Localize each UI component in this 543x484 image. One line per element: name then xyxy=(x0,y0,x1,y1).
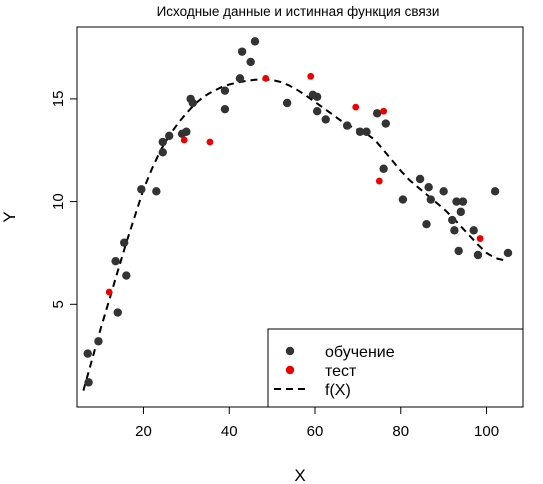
train-point xyxy=(246,57,255,67)
train-point xyxy=(152,187,161,196)
train-point xyxy=(398,195,408,204)
train-point xyxy=(158,148,167,157)
x-tick-label: 20 xyxy=(135,423,152,440)
train-point xyxy=(84,378,93,387)
y-axis-label: Y xyxy=(0,211,19,222)
train-point xyxy=(448,215,457,225)
legend-label-fx: f(X) xyxy=(325,382,351,399)
train-point xyxy=(122,271,131,280)
train-point xyxy=(158,137,167,147)
y-tick-label: 15 xyxy=(50,91,67,108)
legend-marker-test xyxy=(285,365,295,375)
train-point xyxy=(372,109,382,118)
train-point xyxy=(312,107,322,116)
x-tick-label: 80 xyxy=(392,423,409,440)
train-point xyxy=(355,127,365,136)
x-axis: 20 40 60 80 100 xyxy=(135,406,499,440)
train-point xyxy=(426,195,435,204)
train-point xyxy=(454,246,463,256)
train-point xyxy=(94,337,103,346)
train-point xyxy=(424,183,433,192)
train-point xyxy=(220,86,230,95)
train-point xyxy=(342,121,352,130)
train-point xyxy=(379,164,388,173)
data-points-layer xyxy=(83,37,513,387)
train-point xyxy=(220,104,230,114)
true-function-line xyxy=(82,78,509,391)
legend-box xyxy=(267,328,524,408)
x-axis-label: X xyxy=(294,466,305,484)
legend: обучение тест f(X) xyxy=(267,328,524,408)
test-point xyxy=(307,72,315,80)
train-point xyxy=(422,219,431,229)
train-point xyxy=(182,127,191,136)
true-function-layer xyxy=(82,78,509,391)
train-point xyxy=(439,187,448,196)
train-point xyxy=(456,207,466,217)
train-point xyxy=(83,349,92,358)
test-point xyxy=(180,136,188,144)
train-point xyxy=(381,119,390,128)
train-point xyxy=(458,197,468,206)
train-point xyxy=(119,238,129,247)
train-point xyxy=(250,37,260,46)
train-point xyxy=(321,115,330,124)
test-point xyxy=(352,103,360,111)
legend-marker-train xyxy=(285,346,295,356)
chart-title: Исходные данные и истинная функция связи xyxy=(157,4,440,19)
train-point xyxy=(237,47,247,56)
test-point xyxy=(206,138,214,146)
train-point xyxy=(450,226,459,235)
test-point xyxy=(380,107,388,115)
train-point xyxy=(473,250,483,260)
train-point xyxy=(165,131,174,141)
train-point xyxy=(312,92,322,102)
train-point xyxy=(137,185,146,194)
train-point xyxy=(503,248,513,258)
legend-label-test: тест xyxy=(325,363,357,380)
train-point xyxy=(469,226,478,235)
legend-label-train: обучение xyxy=(325,344,395,361)
test-point xyxy=(105,288,113,296)
train-point xyxy=(235,74,245,83)
train-point xyxy=(282,98,292,108)
train-point xyxy=(452,197,461,206)
y-axis: 5 10 15 xyxy=(50,91,78,308)
x-tick-label: 100 xyxy=(474,423,499,440)
train-point xyxy=(415,174,425,184)
y-tick-label: 10 xyxy=(50,193,67,210)
train-point xyxy=(113,308,122,317)
x-tick-label: 60 xyxy=(307,423,324,440)
x-tick-label: 40 xyxy=(221,423,238,440)
test-point xyxy=(375,177,383,185)
test-point xyxy=(262,74,270,82)
train-point xyxy=(490,187,500,196)
test-point xyxy=(476,235,484,242)
y-tick-label: 5 xyxy=(50,300,67,308)
train-point xyxy=(362,127,371,136)
train-point xyxy=(111,256,120,266)
train-point xyxy=(188,98,197,108)
